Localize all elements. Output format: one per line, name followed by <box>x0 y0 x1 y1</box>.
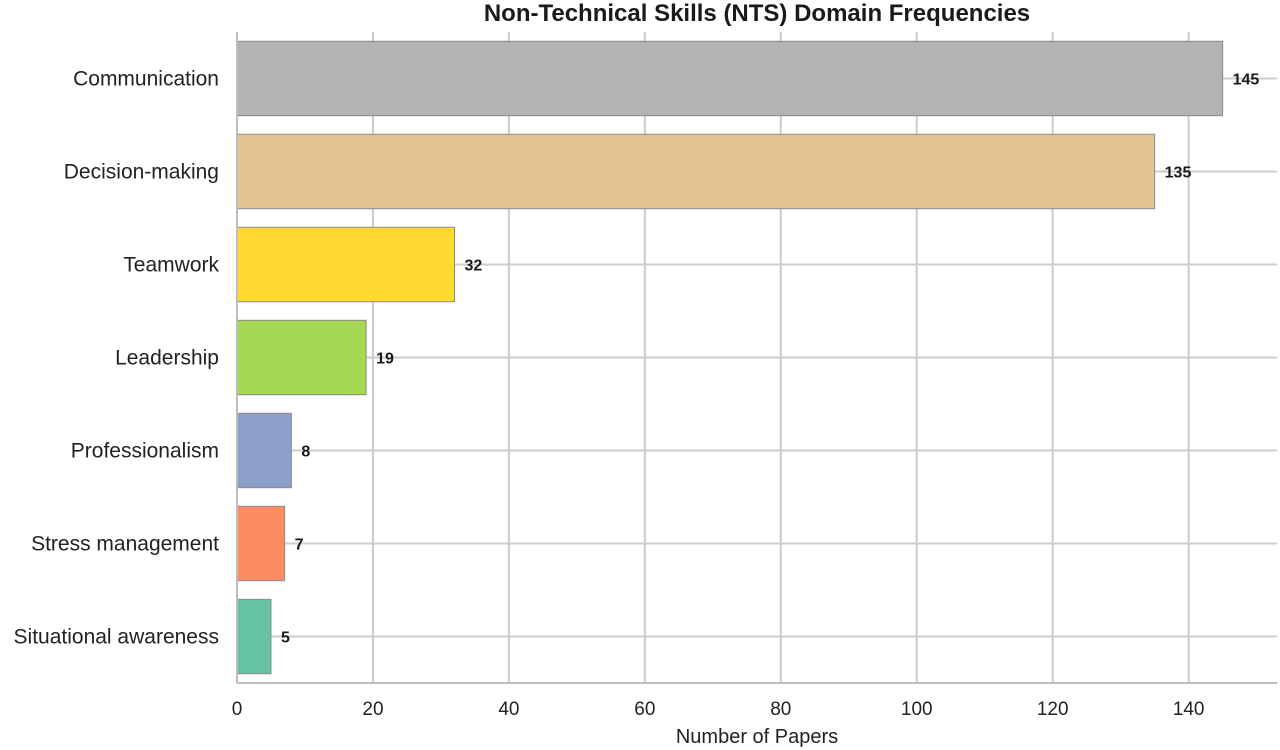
bar <box>236 505 286 582</box>
bar <box>236 319 367 396</box>
x-tick-label: 120 <box>1037 699 1069 720</box>
bar <box>236 133 1156 210</box>
x-tick-label: 20 <box>362 699 383 720</box>
chart-title: Non-Technical Skills (NTS) Domain Freque… <box>483 0 1031 27</box>
x-tick-label: 100 <box>901 699 933 720</box>
category-label: Decision-making <box>64 161 219 184</box>
category-label: Situational awareness <box>14 626 219 649</box>
data-label: 135 <box>1165 165 1192 182</box>
bar <box>236 40 1224 117</box>
x-tick-label: 80 <box>770 699 791 720</box>
bar <box>236 598 272 675</box>
category-label: Stress management <box>31 533 219 556</box>
category-label: Teamwork <box>123 254 219 277</box>
bar <box>236 412 292 489</box>
x-tick-label: 0 <box>232 699 243 720</box>
data-label: 8 <box>301 444 310 461</box>
bar <box>236 226 456 303</box>
data-label: 19 <box>376 351 394 368</box>
x-tick-label: 40 <box>498 699 519 720</box>
x-axis-title: Number of Papers <box>676 726 838 748</box>
labels: 0 20 40 60 80 100 120 140 Communication 145 Decisi… <box>14 68 1260 721</box>
category-label: Professionalism <box>71 440 219 463</box>
x-tick-label: 60 <box>634 699 655 720</box>
data-label: 7 <box>295 537 304 554</box>
data-label: 145 <box>1233 72 1260 89</box>
category-label: Leadership <box>115 347 219 370</box>
axes <box>236 32 1277 684</box>
data-label: 32 <box>465 258 483 275</box>
bars <box>236 40 1224 675</box>
x-tick-label: 140 <box>1173 699 1205 720</box>
category-label: Communication <box>73 68 219 91</box>
data-label: 5 <box>281 630 290 647</box>
